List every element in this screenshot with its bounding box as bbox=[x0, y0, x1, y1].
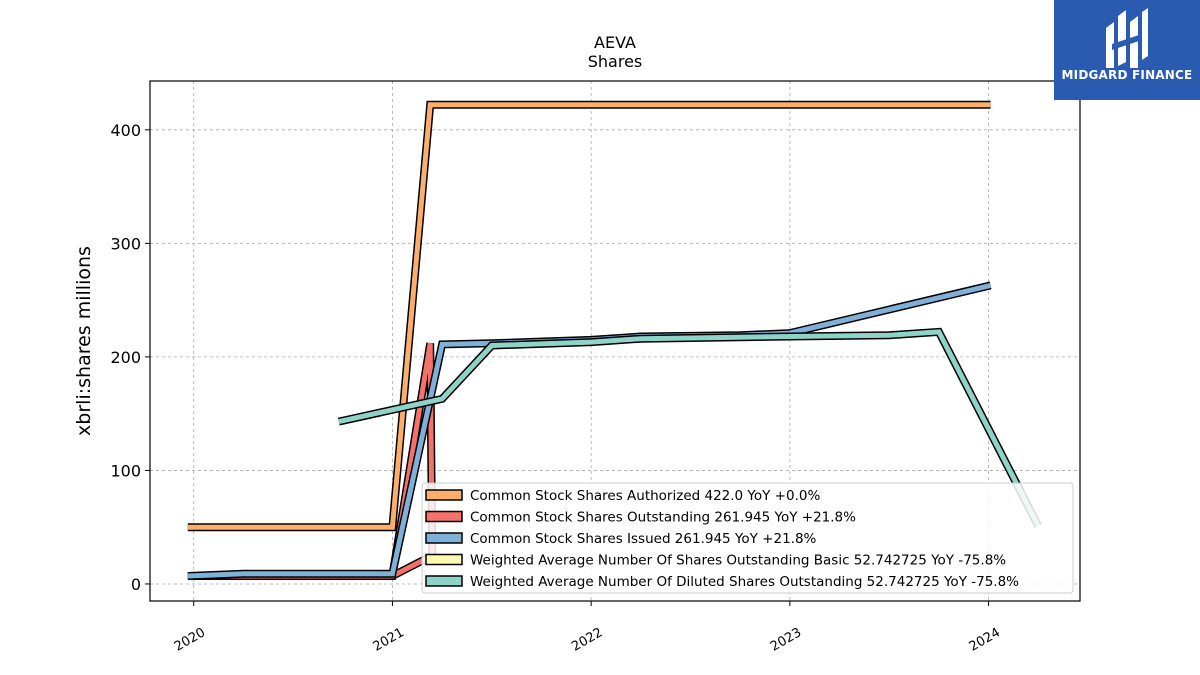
brand-logo-icon bbox=[1106, 8, 1148, 68]
plot-frame bbox=[149, 80, 1081, 602]
x-tick-label: 2023 bbox=[768, 625, 804, 655]
y-axis: 0 100 200 300 400 bbox=[110, 121, 150, 594]
legend-label: Common Stock Shares Outstanding 261.945 … bbox=[470, 510, 856, 526]
y-tick-label: 200 bbox=[110, 348, 141, 367]
y-tick-label: 0 bbox=[131, 575, 141, 594]
legend-swatch bbox=[425, 553, 463, 566]
legend-label: Common Stock Shares Issued 261.945 YoY +… bbox=[470, 531, 817, 547]
legend-swatch bbox=[425, 510, 463, 523]
y-axis-label: xbrli:shares millions bbox=[73, 246, 95, 436]
legend-box bbox=[421, 482, 1074, 594]
legend-label: Weighted Average Number Of Diluted Share… bbox=[470, 574, 1019, 590]
y-tick-label: 400 bbox=[110, 121, 141, 140]
x-tick-label: 2021 bbox=[371, 625, 407, 655]
chart-title: AEVA bbox=[594, 33, 636, 52]
x-tick-label: 2020 bbox=[172, 625, 208, 655]
legend-swatch bbox=[425, 489, 463, 501]
legend-label: Weighted Average Number Of Shares Outsta… bbox=[470, 553, 1006, 569]
legend-swatch bbox=[425, 575, 463, 587]
y-tick-label: 300 bbox=[110, 234, 141, 253]
series-line-4 bbox=[338, 329, 1041, 528]
legend-label: Common Stock Shares Authorized 422.0 YoY… bbox=[470, 488, 820, 504]
x-axis: 2020 2021 2022 2023 2024 bbox=[172, 601, 1003, 655]
brand-name: MIDGARD FINANCE bbox=[1061, 68, 1193, 82]
series-lines bbox=[187, 100, 1042, 580]
legend-swatch bbox=[425, 532, 463, 544]
x-tick-label: 2024 bbox=[967, 625, 1003, 655]
series-line-0 bbox=[187, 102, 991, 530]
legend: Common Stock Shares Authorized 422.0 YoY… bbox=[421, 482, 1074, 594]
y-tick-label: 100 bbox=[110, 461, 141, 480]
chart-subtitle: Shares bbox=[588, 52, 643, 71]
brand-logo: MIDGARD FINANCE bbox=[1054, 0, 1200, 100]
x-tick-label: 2022 bbox=[569, 625, 605, 655]
